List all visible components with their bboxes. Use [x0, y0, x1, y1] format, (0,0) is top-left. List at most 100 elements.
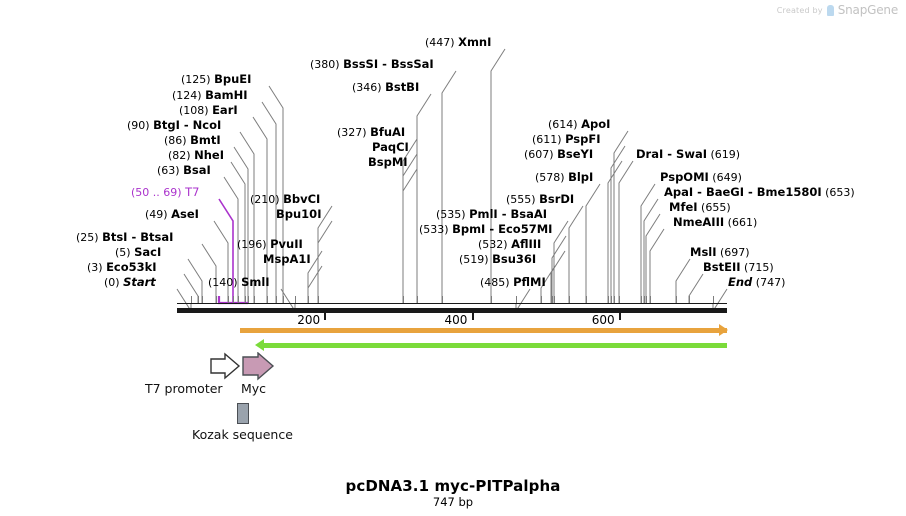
site-label-end[interactable]: End (747) — [728, 276, 785, 289]
sequence-backbone[interactable] — [177, 308, 727, 313]
site-label-bpu10i[interactable]: Bpu10I — [276, 208, 321, 220]
site-name: BssSI - BssSaI — [343, 57, 434, 71]
site-label-blpi[interactable]: (578) BlpI — [535, 171, 593, 184]
t7-promoter-arrow-icon[interactable] — [208, 352, 242, 382]
site-hash-mark — [713, 296, 714, 303]
site-label-pmli-bsaai[interactable]: (535) PmlI - BsaAI — [436, 208, 547, 221]
site-label-drai-swai[interactable]: DraI - SwaI (619) — [636, 148, 740, 161]
site-hash-mark — [283, 296, 284, 303]
site-name: PspFI — [565, 132, 601, 146]
site-name: BtgI - NcoI — [153, 118, 222, 132]
site-name: BpuEI — [214, 72, 252, 86]
site-position: (125) — [181, 73, 215, 86]
ruler-tick-label: 600 — [591, 313, 615, 327]
site-position: (108) — [179, 104, 213, 117]
site-label-afliii[interactable]: (532) AflIII — [478, 238, 541, 251]
site-position: (747) — [752, 276, 786, 289]
site-label-pflmi[interactable]: (485) PflMI — [480, 276, 546, 289]
site-hash-mark — [276, 296, 277, 303]
site-label-bbvci[interactable]: (210) BbvCI — [250, 193, 320, 206]
site-hash-mark — [614, 296, 615, 303]
site-hash-mark — [308, 296, 309, 303]
site-name: BmtI — [190, 133, 221, 147]
site-label-paqci[interactable]: PaqCI — [372, 141, 409, 153]
site-label-saci[interactable]: (5) SacI — [115, 246, 161, 259]
green-feature-bar[interactable] — [264, 343, 727, 348]
site-hash-mark — [646, 296, 647, 303]
site-position: (697) — [716, 246, 750, 259]
site-hash-mark — [586, 296, 587, 303]
site-name: SacI — [134, 245, 162, 259]
site-label-start[interactable]: (0) Start — [104, 276, 156, 289]
site-label-bspmi[interactable]: BspMI — [368, 156, 408, 168]
site-label-asei[interactable]: (49) AseI — [145, 208, 199, 221]
site-label-btsi-btsai[interactable]: (25) BtsI - BtsaI — [76, 231, 173, 244]
myc-arrow-icon[interactable] — [241, 352, 275, 382]
site-label-apai-baegi-bme1580i[interactable]: ApaI - BaeGI - Bme1580I (653) — [664, 186, 855, 199]
site-hash-mark — [650, 296, 651, 303]
site-name: MspA1I — [263, 252, 311, 266]
site-label-bmti[interactable]: (86) BmtI — [164, 134, 221, 147]
site-hash-mark — [233, 296, 234, 303]
site-label-mspa1i[interactable]: MspA1I — [263, 253, 311, 265]
site-position: (533) — [419, 223, 453, 236]
site-hash-mark — [295, 296, 296, 303]
site-name: Eco53kI — [106, 260, 157, 274]
site-label-xmni[interactable]: (447) XmnI — [425, 36, 491, 49]
orange-feature-bar[interactable] — [240, 328, 727, 333]
feature-label-kozak-sequence: Kozak sequence — [192, 427, 293, 442]
site-position: (614) — [548, 118, 582, 131]
site-label-t7[interactable]: (50 .. 69) T7 — [131, 186, 199, 199]
snapgene-logo-icon — [826, 4, 834, 16]
site-name: PaqCI — [372, 140, 409, 154]
site-position: (607) — [524, 148, 558, 161]
site-hash-mark — [403, 296, 404, 303]
site-label-bsrdi[interactable]: (555) BsrDI — [506, 193, 574, 206]
site-position: (653) — [821, 186, 855, 199]
snapgene-brand-text: SnapGene — [837, 3, 898, 17]
site-label-eari[interactable]: (108) EarI — [179, 104, 238, 117]
site-hash-mark — [202, 296, 203, 303]
site-label-pspomi[interactable]: PspOMI (649) — [660, 171, 742, 184]
site-hash-mark — [248, 296, 249, 303]
site-name: AflIII — [511, 237, 542, 251]
site-label-bsu36i[interactable]: (519) Bsu36I — [459, 253, 536, 266]
site-label-msli[interactable]: MslI (697) — [690, 246, 750, 259]
site-position: (90) — [127, 119, 154, 132]
site-label-pvuii[interactable]: (196) PvuII — [237, 238, 303, 251]
site-name: PspOMI — [660, 170, 709, 184]
site-hash-mark — [267, 296, 268, 303]
site-label-nhei[interactable]: (82) NheI — [168, 149, 224, 162]
site-label-nmeaiii[interactable]: NmeAIII (661) — [673, 216, 757, 229]
site-label-smli[interactable]: (140) SmlI — [208, 276, 270, 289]
site-label-mfei[interactable]: MfeI (655) — [669, 201, 731, 214]
site-label-bpuei[interactable]: (125) BpuEI — [181, 73, 251, 86]
site-hash-mark — [417, 296, 418, 303]
site-hash-mark — [569, 296, 570, 303]
orange-feature-arrowhead-icon — [719, 324, 728, 336]
site-label-pspfi[interactable]: (611) PspFI — [532, 133, 601, 146]
page-subtitle: 747 bp — [432, 495, 474, 509]
site-label-bseyi[interactable]: (607) BseYI — [524, 148, 593, 161]
site-position: (5) — [115, 246, 135, 259]
site-name: BpmI - Eco57MI — [452, 222, 553, 236]
site-hash-mark — [245, 296, 246, 303]
site-label-bfuai[interactable]: (327) BfuAI — [337, 126, 405, 139]
site-label-apoi[interactable]: (614) ApoI — [548, 118, 610, 131]
site-name: Start — [123, 275, 156, 289]
site-label-bsssi-bsssai[interactable]: (380) BssSI - BssSaI — [310, 58, 434, 71]
site-label-bpmi-eco57mi[interactable]: (533) BpmI - Eco57MI — [419, 223, 552, 236]
site-label-bamhi[interactable]: (124) BamHI — [172, 89, 248, 102]
site-name: BstEII — [703, 260, 741, 274]
site-position: (649) — [708, 171, 742, 184]
site-label-bsai[interactable]: (63) BsaI — [157, 164, 211, 177]
site-label-eco53ki[interactable]: (3) Eco53kI — [87, 261, 157, 274]
kozak-sequence-marker-icon[interactable] — [237, 403, 249, 424]
site-hash-mark — [619, 296, 620, 303]
site-hash-mark — [442, 296, 443, 303]
site-label-bsteii[interactable]: BstEII (715) — [703, 261, 774, 274]
site-label-bstbi[interactable]: (346) BstBI — [352, 81, 419, 94]
site-position: (535) — [436, 208, 470, 221]
site-name: BseYI — [557, 147, 594, 161]
site-label-btgi-ncoi[interactable]: (90) BtgI - NcoI — [127, 119, 221, 132]
